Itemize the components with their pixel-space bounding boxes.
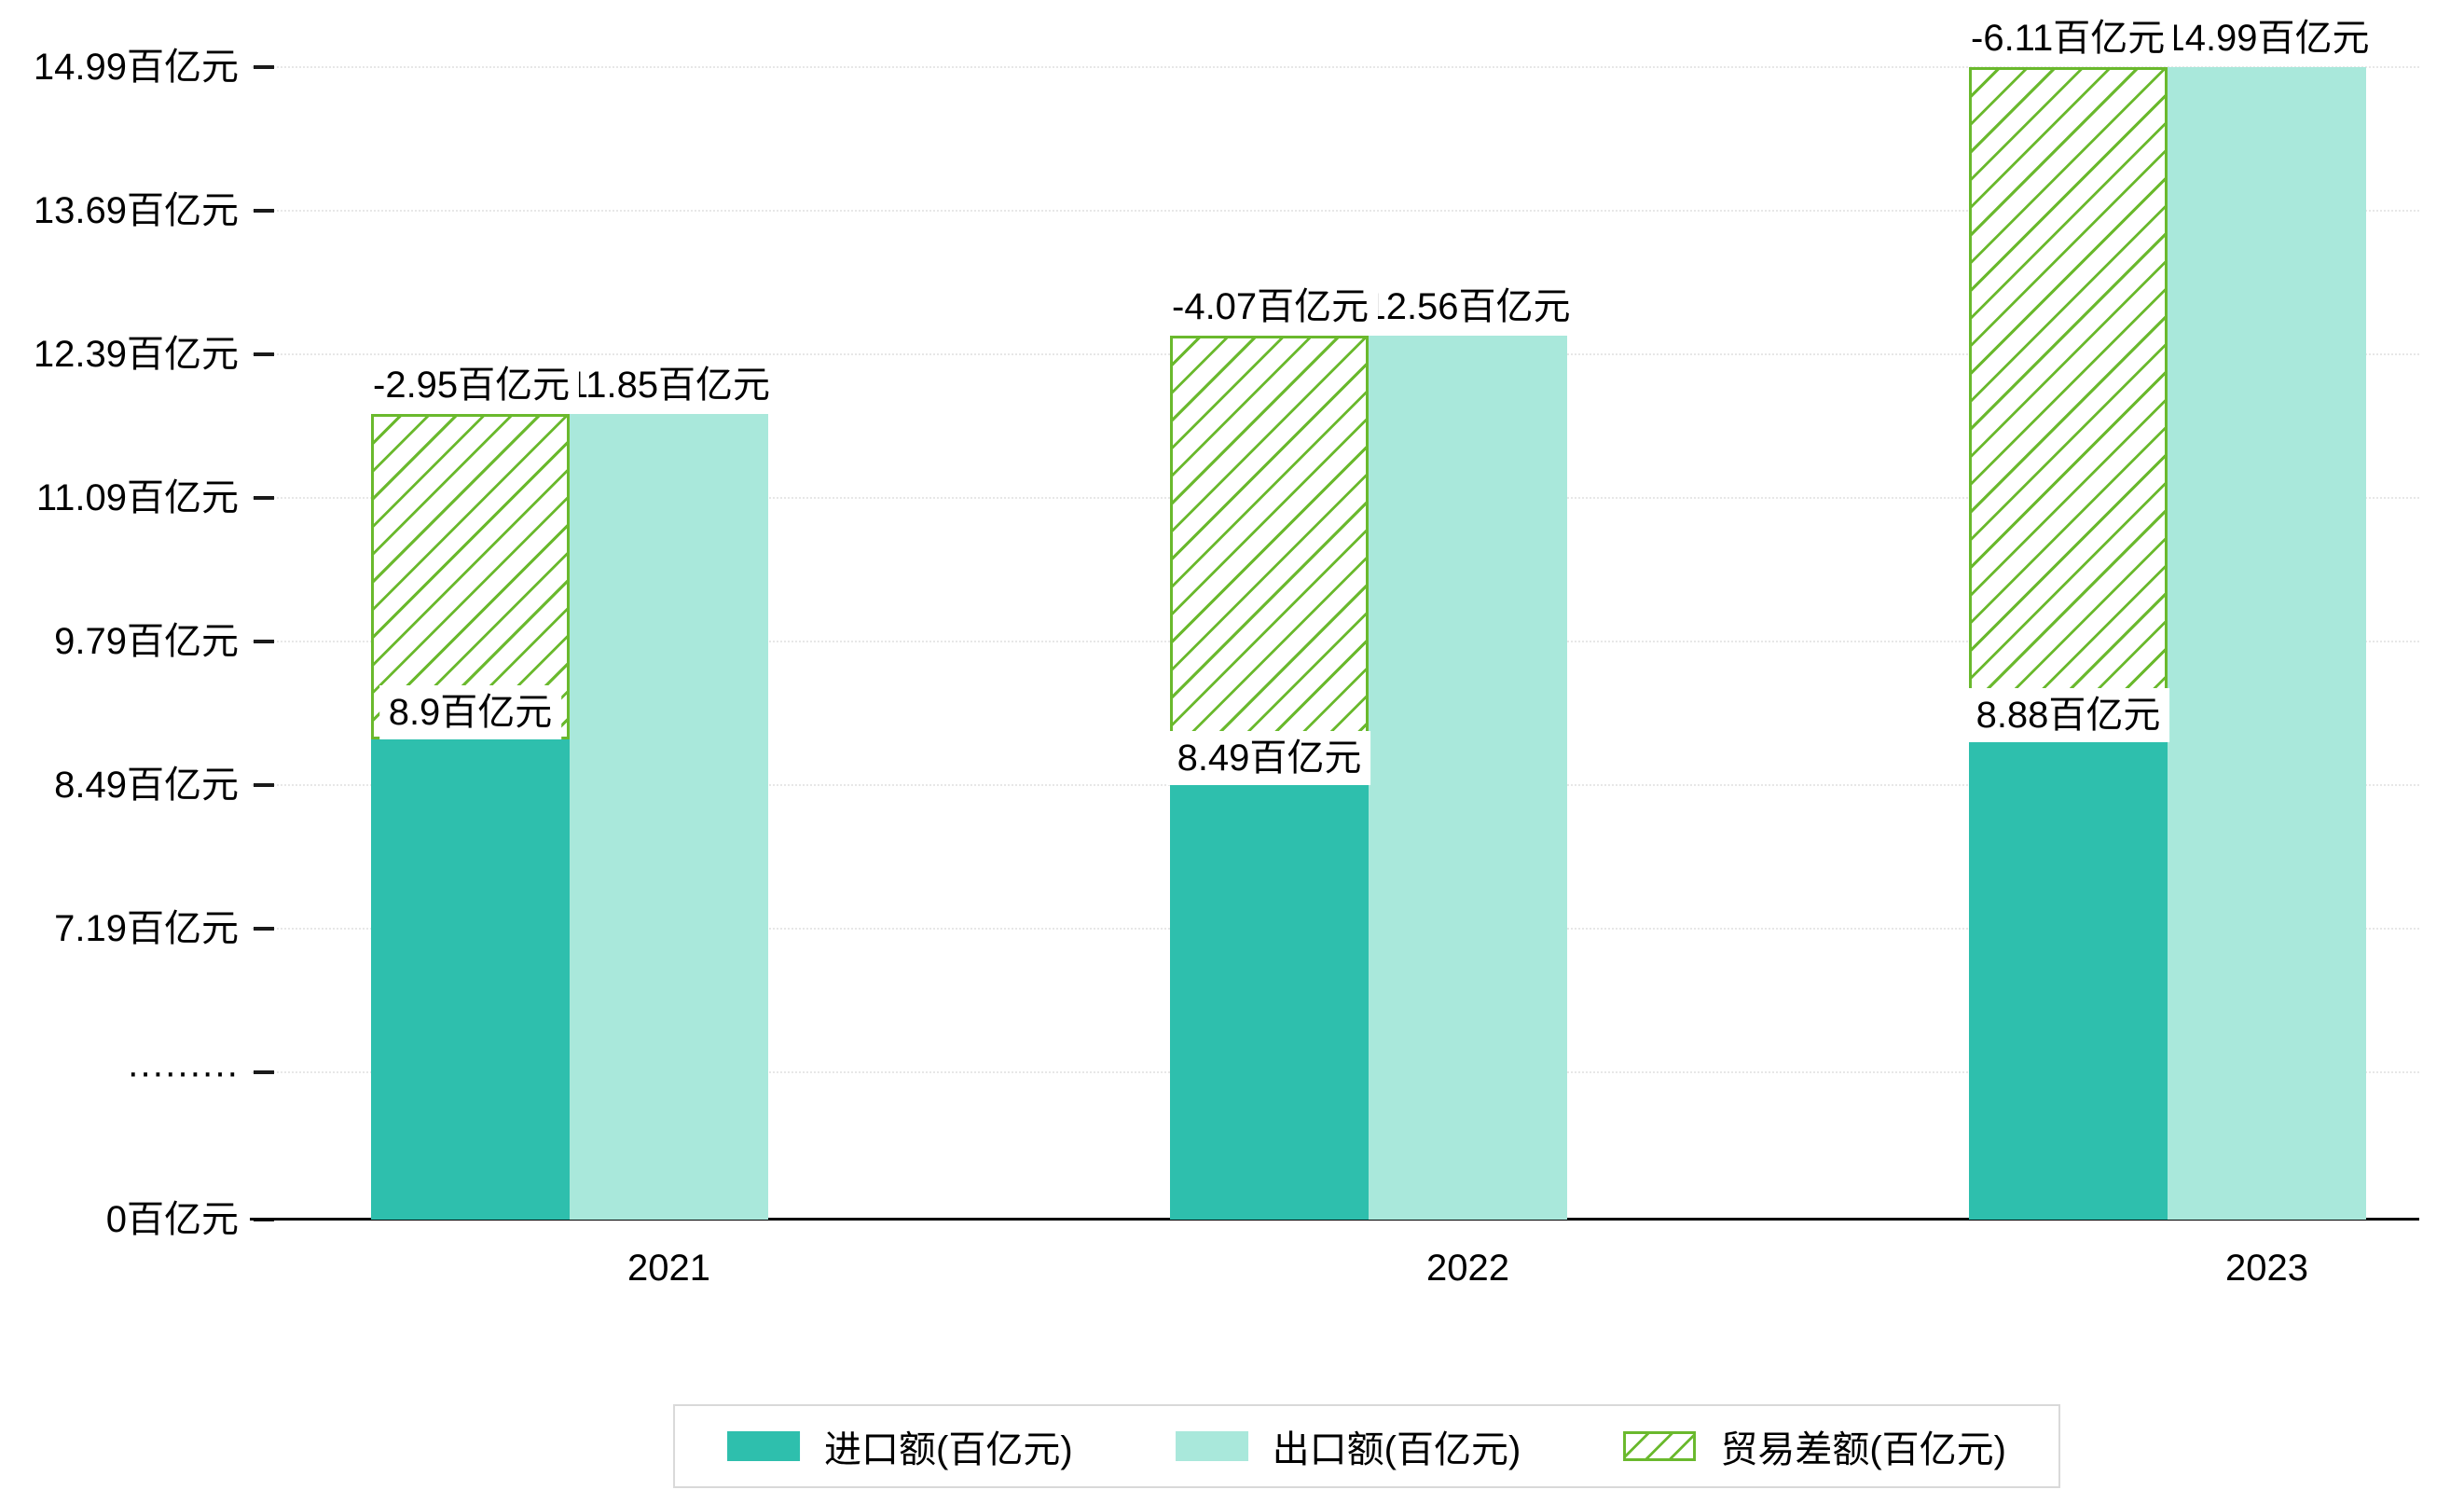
y-gridline <box>252 66 2419 68</box>
export-value-label-2021: 11.85百亿元 <box>557 357 780 412</box>
legend-item-balance: 贸易差额(百亿元) <box>1623 1419 2006 1473</box>
export-bar-2021 <box>570 413 768 1220</box>
trade-balance-bar-2021 <box>371 413 570 740</box>
y-tick-mark <box>254 783 274 787</box>
export-value-label-2023: 14.99百亿元 <box>2154 11 2379 66</box>
import-bar-2023 <box>1969 741 2168 1220</box>
y-tick-mark <box>254 927 274 931</box>
balance-value-label-2021: -2.95百亿元 <box>364 357 580 412</box>
y-tick-mark <box>254 65 274 69</box>
y-tick-label: 9.79百亿元 <box>54 621 239 662</box>
legend-label-import: 进口额(百亿元) <box>824 1429 1073 1470</box>
export-value-label-2022: 12.56百亿元 <box>1356 279 1580 334</box>
legend-item-import: 进口额(百亿元) <box>727 1419 1073 1473</box>
import-value-label-2021: 8.9百亿元 <box>379 685 562 740</box>
y-tick-label: 11.09百亿元 <box>35 477 239 518</box>
x-tick-label-2023: 2023 <box>2225 1248 2308 1289</box>
y-gridline <box>252 210 2419 212</box>
x-tick-label-2022: 2022 <box>1426 1248 1509 1289</box>
y-tick-label: 14.99百亿元 <box>33 47 239 88</box>
balance-value-label-2023: -6.11百亿元 <box>1962 11 2175 66</box>
legend-item-export: 出口额(百亿元) <box>1175 1419 1521 1473</box>
import-value-label-2022: 8.49百亿元 <box>1167 731 1371 786</box>
y-tick-mark <box>254 496 274 500</box>
balance-value-label-2022: -4.07百亿元 <box>1163 279 1379 334</box>
legend-swatch-import <box>727 1431 801 1461</box>
y-tick-label: 8.49百亿元 <box>54 765 239 806</box>
export-bar-2022 <box>1369 335 1567 1220</box>
y-tick-label: 0百亿元 <box>105 1199 239 1240</box>
y-tick-label: ········· <box>127 1052 239 1093</box>
y-tick-label: 13.69百亿元 <box>33 190 239 231</box>
y-tick-mark <box>254 209 274 213</box>
legend-swatch-balance <box>1623 1431 1697 1461</box>
import-value-label-2023: 8.88百亿元 <box>1966 687 2170 742</box>
legend-swatch-export <box>1175 1431 1248 1461</box>
export-bar-2023 <box>2168 67 2366 1220</box>
y-tick-mark <box>254 1070 274 1074</box>
legend-label-balance: 贸易差额(百亿元) <box>1720 1429 2006 1470</box>
legend-label-export: 出口额(百亿元) <box>1272 1429 1521 1470</box>
x-tick-label-2021: 2021 <box>627 1248 710 1289</box>
legend: 进口额(百亿元) 出口额(百亿元) 贸易差额(百亿元) <box>673 1404 2060 1488</box>
trade-balance-bar-2022 <box>1170 335 1369 785</box>
y-tick-mark <box>254 640 274 643</box>
y-tick-label: 7.19百亿元 <box>54 908 239 949</box>
y-tick-label: 12.39百亿元 <box>33 334 239 375</box>
y-tick-mark <box>254 352 274 356</box>
trade-balance-bar-2023 <box>1969 67 2168 742</box>
import-bar-2021 <box>371 739 570 1220</box>
import-bar-2022 <box>1170 785 1369 1220</box>
